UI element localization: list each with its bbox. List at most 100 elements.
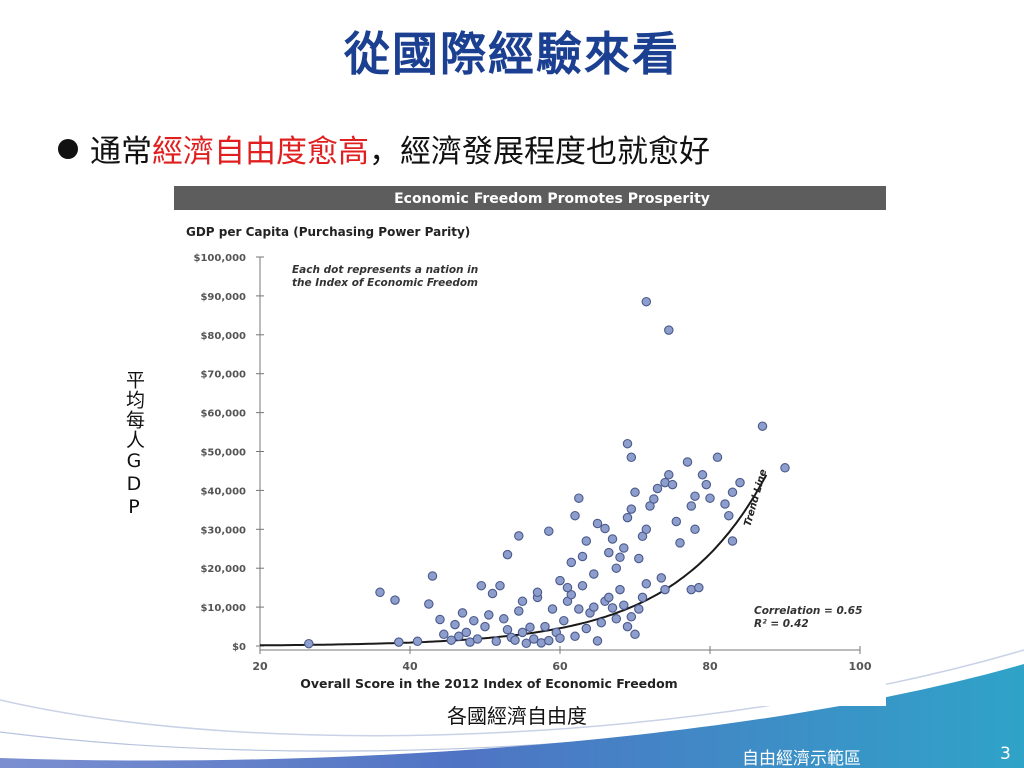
data-point <box>476 580 487 591</box>
data-point <box>427 571 438 581</box>
data-point <box>510 635 520 645</box>
data-point <box>727 487 738 498</box>
data-point <box>502 624 513 635</box>
data-point <box>641 296 652 307</box>
data-point <box>521 638 532 649</box>
chart-title-bar <box>174 186 886 210</box>
data-point <box>439 629 449 640</box>
data-point <box>630 629 640 640</box>
data-point <box>544 526 554 536</box>
data-point <box>577 551 588 562</box>
data-point <box>652 483 663 494</box>
data-point <box>517 596 528 607</box>
data-point <box>574 604 584 614</box>
chart-annotation-line2: the Index of Economic Freedom <box>292 277 478 289</box>
x-tick-label: 80 <box>702 660 718 673</box>
slide-title: 從國際經驗來看 <box>344 27 680 81</box>
data-point <box>532 587 543 598</box>
data-point <box>581 536 592 546</box>
data-point <box>671 516 682 527</box>
data-point <box>555 575 565 586</box>
data-point <box>461 627 472 638</box>
data-point <box>570 510 580 521</box>
data-point <box>697 470 708 480</box>
scatter-chart: Economic Freedom Promotes Prosperity GDP… <box>174 186 886 706</box>
data-point <box>589 602 599 612</box>
data-point <box>499 614 509 624</box>
data-point <box>446 635 457 645</box>
data-point <box>472 634 483 644</box>
bullet-dot-icon <box>58 139 78 159</box>
data-point <box>562 582 573 593</box>
data-point <box>690 524 700 535</box>
data-point <box>517 627 528 638</box>
data-point <box>592 636 603 646</box>
data-point <box>656 573 667 583</box>
data-point <box>547 604 558 614</box>
data-point <box>304 638 314 649</box>
data-point <box>641 524 652 535</box>
data-point <box>626 612 637 622</box>
data-point <box>484 610 494 620</box>
data-point <box>690 491 700 501</box>
page-number: 3 <box>1000 744 1011 764</box>
data-point <box>514 531 524 541</box>
data-point <box>566 557 577 568</box>
y-tick-label: $10,000 <box>200 603 246 614</box>
data-point <box>525 622 535 633</box>
data-point <box>600 523 610 534</box>
bullet-text-end: ，經濟發展程度也就愈好 <box>369 134 710 170</box>
data-point <box>607 534 618 544</box>
data-point <box>435 614 445 625</box>
data-point <box>641 579 652 589</box>
correlation-text: Correlation = 0.65 <box>754 605 862 617</box>
data-point <box>574 493 584 503</box>
data-point <box>664 325 674 335</box>
data-point <box>544 635 554 646</box>
y-tick-label: $0 <box>232 642 246 653</box>
data-point <box>450 619 460 630</box>
y-axis-caption: 平均每人GDP <box>123 370 145 519</box>
data-point <box>724 510 734 521</box>
data-point <box>615 584 625 595</box>
chart-x-axis-label: Overall Score in the 2012 Index of Econo… <box>300 676 677 691</box>
data-point <box>514 606 524 616</box>
data-point <box>615 552 625 563</box>
data-point <box>780 463 790 473</box>
data-point <box>577 580 588 591</box>
data-point <box>581 623 592 634</box>
data-point <box>555 633 565 643</box>
data-point <box>634 553 644 564</box>
data-point <box>660 584 670 595</box>
data-point <box>675 538 685 548</box>
data-point <box>412 636 423 647</box>
data-point <box>424 599 434 609</box>
data-point <box>390 595 400 605</box>
data-point <box>686 501 697 511</box>
data-point <box>705 493 715 503</box>
chart-annotation-line1: Each dot represents a nation in <box>292 264 478 276</box>
data-point <box>712 452 723 463</box>
x-tick-label: 40 <box>402 660 418 673</box>
y-tick-label: $40,000 <box>200 486 246 497</box>
data-point <box>622 438 633 449</box>
data-point <box>491 636 502 647</box>
data-point <box>457 608 468 618</box>
data-point <box>701 479 712 490</box>
data-point <box>667 479 678 490</box>
data-point <box>566 589 577 600</box>
data-point <box>619 543 629 553</box>
data-point <box>540 621 550 632</box>
y-tick-label: $100,000 <box>193 253 246 264</box>
data-point <box>735 477 745 488</box>
data-point <box>630 487 640 498</box>
data-point <box>622 621 633 632</box>
data-point <box>622 512 633 523</box>
data-point <box>480 621 490 632</box>
bullet-point: 通常經濟自由度愈高，經濟發展程度也就愈好 <box>58 126 710 171</box>
data-point <box>619 600 629 610</box>
y-tick-label: $30,000 <box>200 525 246 536</box>
data-point <box>626 452 637 463</box>
data-point <box>637 592 648 603</box>
data-point <box>720 499 730 509</box>
